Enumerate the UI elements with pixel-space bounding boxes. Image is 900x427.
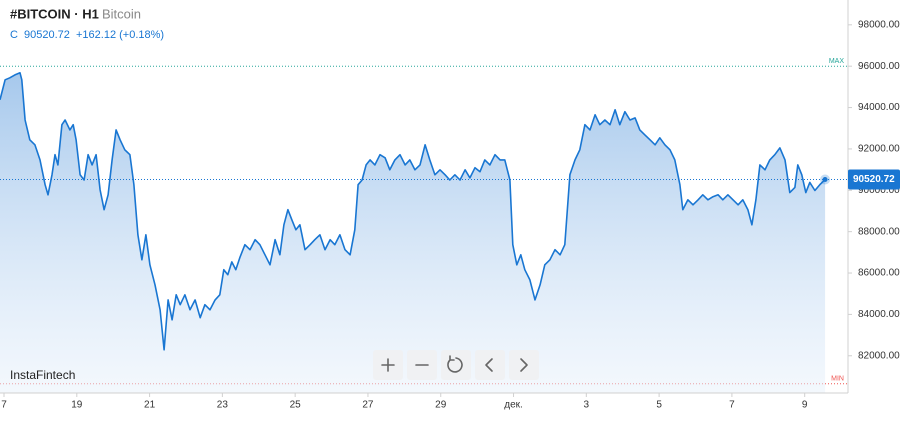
x-tick-label: 7 bbox=[729, 400, 735, 411]
x-tick-label: 7 bbox=[1, 400, 7, 411]
last-price-box bbox=[848, 169, 900, 190]
symbol-subtitle: Bitcoin bbox=[102, 6, 141, 21]
scroll-right-button[interactable] bbox=[509, 350, 539, 380]
y-tick-label: 96000.00 bbox=[858, 61, 900, 72]
area-fill bbox=[0, 72, 826, 394]
close-price: 90520.72 bbox=[24, 29, 70, 41]
reset-icon bbox=[447, 355, 463, 373]
x-tick-label: 9 bbox=[802, 400, 808, 411]
x-tick-label: 3 bbox=[584, 400, 590, 411]
y-tick-label: 84000.00 bbox=[858, 309, 900, 320]
x-tick-label: 5 bbox=[656, 400, 662, 411]
y-tick-label: 94000.00 bbox=[858, 102, 900, 113]
scroll-left-button[interactable] bbox=[475, 350, 505, 380]
scroll-right-icon bbox=[520, 358, 528, 372]
scroll-left-icon bbox=[485, 358, 493, 372]
close-label: C bbox=[10, 29, 18, 41]
x-tick-label: 25 bbox=[290, 400, 302, 411]
price-line bbox=[0, 72, 826, 351]
price-change: +162.12 (+0.18%) bbox=[76, 29, 164, 41]
reset-button[interactable] bbox=[441, 350, 471, 380]
x-tick-label: 27 bbox=[362, 400, 374, 411]
min-line-label: MIN bbox=[831, 376, 844, 383]
x-tick-label: 29 bbox=[435, 400, 447, 411]
y-tick-label: 92000.00 bbox=[858, 144, 900, 155]
x-tick-label: 21 bbox=[144, 400, 156, 411]
zoom-controls bbox=[373, 350, 539, 380]
watermark: InstaFintech bbox=[10, 368, 75, 382]
y-tick-label: 86000.00 bbox=[858, 268, 900, 279]
x-tick-label: 19 bbox=[71, 400, 83, 411]
symbol-title: #BITCOIN · H1 bbox=[10, 6, 99, 21]
y-tick-label: 82000.00 bbox=[858, 350, 900, 361]
x-tick-label: 23 bbox=[217, 400, 229, 411]
y-tick-label: 98000.00 bbox=[858, 19, 900, 30]
y-tick-label: 88000.00 bbox=[858, 226, 900, 237]
last-price-label: 90520.72 bbox=[853, 174, 895, 185]
max-line-label: MAX bbox=[829, 58, 845, 65]
y-tick-label: 90000.00 bbox=[858, 185, 900, 196]
zoom-in-icon bbox=[381, 358, 395, 372]
x-tick-label: дек. bbox=[504, 400, 523, 411]
